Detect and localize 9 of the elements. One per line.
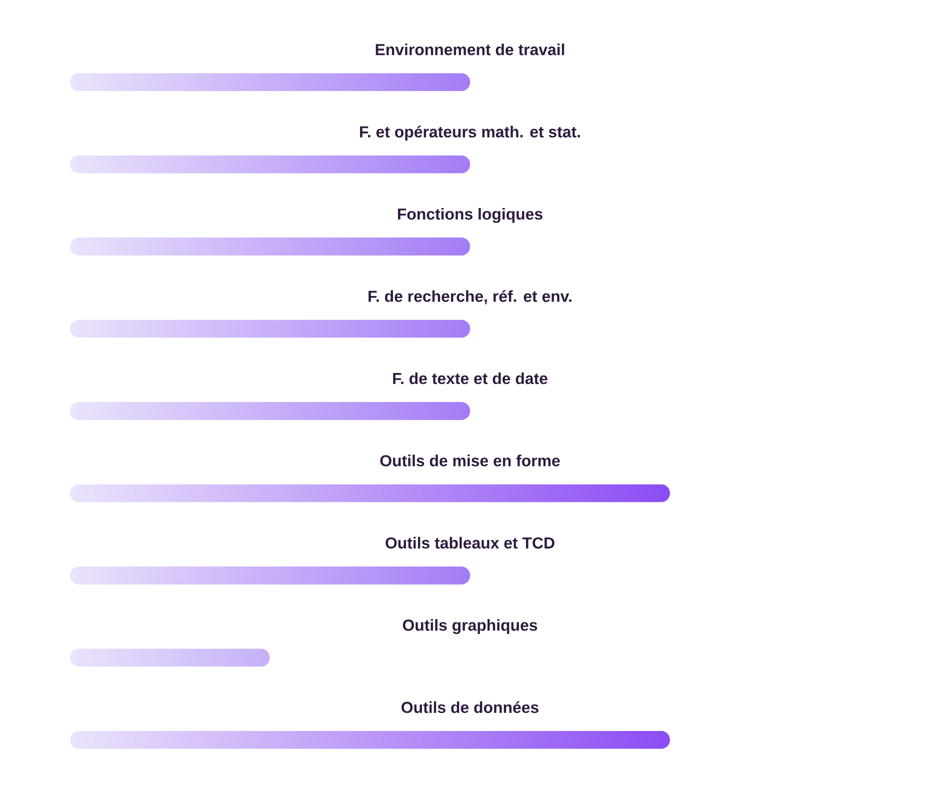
y-tick-label: Fonctions logiques xyxy=(398,208,542,223)
y-tick-label: F. de texte et de date xyxy=(393,372,548,384)
y-tick-label: Outils de mise en forme xyxy=(380,454,560,466)
y-tick-label: Outils tableaux et TCD xyxy=(386,536,554,549)
y-tick-label: Outils graphiques xyxy=(402,619,538,634)
y-tick-label: Environnement de travail xyxy=(376,44,564,56)
y-tick-label: F. de recherche, réf. et env. xyxy=(368,290,572,304)
y-tick-label: F. et opérateurs math. et stat. xyxy=(360,126,580,141)
y-tick-label: Outils de données xyxy=(402,701,538,714)
